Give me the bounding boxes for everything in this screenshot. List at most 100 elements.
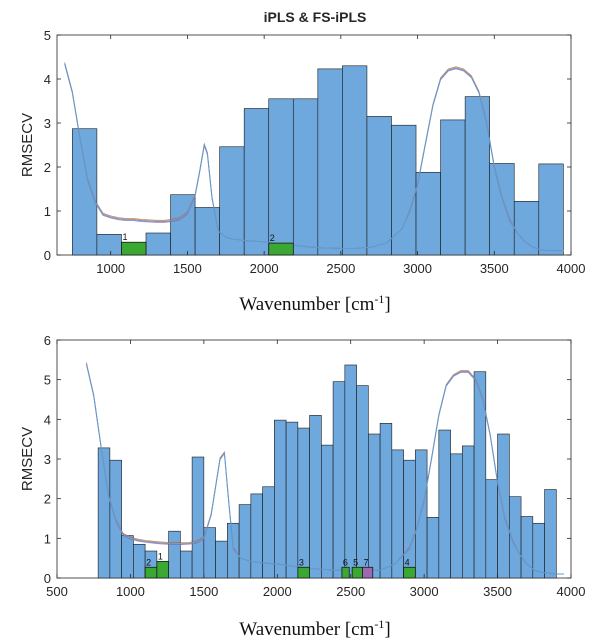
- bar: [426, 517, 440, 579]
- bar: [356, 385, 369, 579]
- bar: [72, 128, 98, 256]
- y-tick-label: 0: [44, 248, 51, 263]
- x-axis-label: Wavenumber [cm-1]: [239, 292, 390, 315]
- chart-title: iPLS & FS-iPLS: [264, 9, 367, 25]
- bar: [297, 427, 310, 579]
- interval-label: 1: [122, 232, 127, 242]
- x-tick-label: 1500: [189, 584, 218, 599]
- y-tick-label: 4: [44, 412, 51, 427]
- interval-label: 5: [353, 557, 358, 567]
- bar: [191, 456, 205, 579]
- x-tick-label: 3500: [480, 261, 509, 276]
- bar: [215, 540, 228, 579]
- bar: [180, 550, 193, 579]
- selected-interval: [156, 560, 170, 579]
- bar: [168, 530, 181, 579]
- x-axis-ticks: 1000 1500 2000 2500 3000 3500 4000: [96, 35, 585, 276]
- x-axis-label-end: ]: [384, 294, 390, 315]
- y-axis-label: RMSECV: [19, 113, 36, 177]
- bar: [321, 444, 334, 579]
- selected-interval: [362, 566, 374, 579]
- x-tick-label: 1500: [173, 261, 202, 276]
- x-axis-label-superscript: -1: [374, 292, 384, 306]
- bar: [485, 479, 498, 579]
- interval-label: 2: [146, 557, 151, 567]
- selected-interval: [341, 566, 350, 579]
- bar: [415, 171, 441, 256]
- y-tick-label: 2: [44, 492, 51, 507]
- bar: [133, 543, 146, 579]
- x-axis-ticks: 500 1000 1500 2000 2500 3000 3500 4000: [46, 340, 585, 599]
- bar: [332, 381, 346, 579]
- bar: [121, 535, 134, 579]
- y-tick-label: 5: [44, 28, 51, 43]
- y-tick-label: 4: [44, 72, 51, 87]
- bar: [489, 163, 515, 256]
- bar: [268, 98, 294, 256]
- bar: [520, 516, 534, 579]
- interval-label: 7: [363, 557, 368, 567]
- y-tick-label: 5: [44, 373, 51, 388]
- x-tick-label: 1000: [116, 584, 145, 599]
- bar: [344, 364, 357, 579]
- bar: [450, 453, 463, 579]
- selected-interval: [121, 241, 147, 256]
- bar: [292, 98, 319, 256]
- bar: [262, 486, 275, 579]
- bar: [309, 415, 322, 579]
- bar: [238, 504, 252, 579]
- x-tick-label: 500: [46, 584, 68, 599]
- bar: [366, 116, 392, 256]
- y-tick-label: 3: [44, 452, 51, 467]
- bar: [440, 119, 466, 256]
- bar: [243, 108, 270, 256]
- bar: [285, 421, 299, 579]
- selected-interval: [144, 566, 158, 579]
- bar: [438, 429, 451, 579]
- bar: [368, 433, 381, 579]
- x-tick-label: 3500: [483, 584, 512, 599]
- x-axis-label-superscript: -1: [374, 617, 384, 631]
- x-tick-label: 2000: [250, 261, 279, 276]
- interval-label: 6: [343, 557, 348, 567]
- x-axis-label-end: ]: [384, 619, 390, 640]
- bar: [538, 163, 564, 256]
- y-axis-label: RMSECV: [19, 427, 36, 491]
- y-tick-label: 2: [44, 160, 51, 175]
- x-tick-label: 2000: [263, 584, 292, 599]
- bar: [391, 124, 417, 256]
- interval-label: 1: [158, 551, 163, 561]
- bar: [464, 96, 490, 256]
- selected-interval: [403, 566, 416, 579]
- selected-interval: [351, 566, 363, 579]
- bar: [342, 65, 368, 256]
- x-tick-label: 1000: [96, 261, 125, 276]
- y-tick-label: 0: [44, 571, 51, 586]
- bar: [227, 522, 240, 579]
- bar: [219, 146, 245, 256]
- bar: [513, 201, 540, 256]
- y-tick-label: 1: [44, 531, 51, 546]
- x-tick-label: 4000: [557, 261, 586, 276]
- bar: [145, 232, 171, 256]
- x-tick-label: 4000: [557, 584, 586, 599]
- selected-interval: [268, 242, 294, 256]
- y-tick-label: 1: [44, 204, 51, 219]
- bar: [473, 371, 487, 579]
- y-tick-label: 6: [44, 333, 51, 348]
- bar: [96, 234, 122, 256]
- interval-label: 3: [299, 557, 304, 567]
- bar: [317, 68, 343, 256]
- bar: [462, 445, 475, 579]
- x-axis-label-text: Wavenumber [cm: [239, 294, 374, 315]
- selected-interval: [297, 566, 310, 579]
- x-tick-label: 3000: [410, 584, 439, 599]
- x-tick-label: 2500: [326, 261, 355, 276]
- bar: [203, 527, 216, 579]
- interval-label: 2: [270, 233, 275, 243]
- bar: [391, 449, 404, 579]
